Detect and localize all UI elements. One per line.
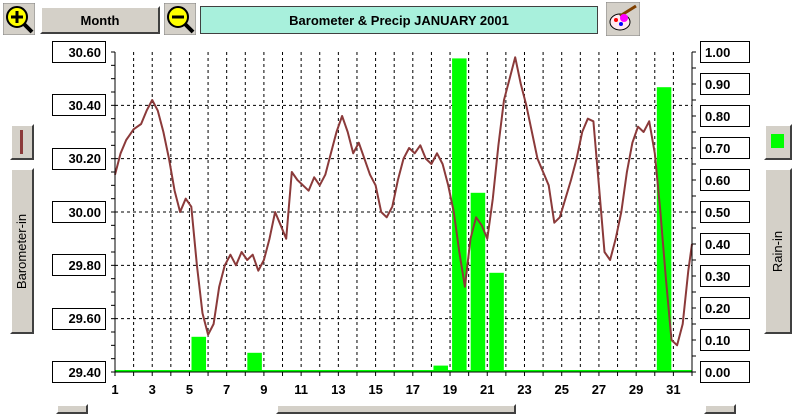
chart-grid <box>111 51 696 376</box>
barometer-tick-label: 29.80 <box>52 254 106 277</box>
day-tick-label: 23 <box>517 382 532 397</box>
barometer-series <box>114 56 693 347</box>
day-tick-label: 13 <box>331 382 346 397</box>
scroll-left-button[interactable] <box>56 404 88 414</box>
barometer-tick-label: 30.20 <box>52 147 106 170</box>
rain-tick-label: 0.50 <box>700 201 750 223</box>
zoom-out-button[interactable] <box>163 2 197 36</box>
barometer-line <box>114 56 693 347</box>
barometer-swatch <box>20 130 23 154</box>
day-tick-label: 29 <box>628 382 644 397</box>
day-tick-label: 25 <box>554 382 569 397</box>
rain-bar <box>489 272 504 372</box>
barometer-tick-label: 30.60 <box>52 41 106 63</box>
chart-frame <box>114 52 693 373</box>
rain-tick-label: 0.30 <box>700 265 750 287</box>
day-tick-label: 5 <box>185 382 194 397</box>
day-tick-label: 19 <box>442 382 458 397</box>
day-tick-label: 7 <box>223 382 231 397</box>
barometer-tick-label: 30.00 <box>52 201 106 223</box>
day-tick-label: 3 <box>148 382 156 397</box>
barometer-axis-button[interactable]: Barometer-in <box>10 168 34 334</box>
rain-bar <box>191 336 207 372</box>
rain-tick-label: 0.40 <box>700 233 750 255</box>
rain-bar <box>656 87 672 372</box>
zoom-in-button[interactable] <box>2 2 36 36</box>
rain-bar <box>433 365 448 372</box>
paint-button[interactable] <box>605 1 641 37</box>
day-tick-label: 15 <box>368 382 383 397</box>
rain-tick-label: 0.60 <box>700 169 750 191</box>
rain-tick-label: 0.80 <box>700 105 750 127</box>
rain-tick-label: 0.00 <box>700 361 750 383</box>
rain-axis-label: Rain-in <box>770 230 786 272</box>
scroll-thumb[interactable] <box>276 404 516 414</box>
barometer-tick-label: 29.60 <box>52 307 106 330</box>
rain-tick-label: 0.90 <box>700 73 750 95</box>
rain-swatch <box>771 134 784 148</box>
rain-tick-label: 0.20 <box>700 297 750 319</box>
chart-title: Barometer & Precip JANUARY 2001 <box>200 6 598 34</box>
period-button[interactable]: Month <box>40 6 160 34</box>
barometer-color-button[interactable] <box>10 124 34 160</box>
zoom-out-icon <box>163 2 197 36</box>
rain-bar <box>452 58 467 373</box>
rain-tick-label: 0.70 <box>700 137 750 159</box>
barometer-tick-label: 29.40 <box>52 361 106 383</box>
rain-axis-button[interactable]: Rain-in <box>764 168 792 334</box>
rain-tick-label: 1.00 <box>700 41 750 63</box>
rain-bars <box>115 58 692 373</box>
barometer-tick-label: 30.40 <box>52 94 106 117</box>
barometer-axis-label: Barometer-in <box>14 213 30 289</box>
day-tick-label: 9 <box>260 382 268 397</box>
rain-tick-label: 0.10 <box>700 329 750 351</box>
day-tick-label: 27 <box>591 382 607 397</box>
day-tick-label: 17 <box>405 382 421 397</box>
day-tick-label: 31 <box>666 382 681 397</box>
day-tick-label: 1 <box>111 382 119 397</box>
zoom-in-icon <box>2 2 36 36</box>
rain-bar <box>247 352 262 372</box>
scroll-right-button[interactable] <box>704 404 736 414</box>
rain-bar <box>470 192 486 372</box>
rain-color-button[interactable] <box>764 124 792 160</box>
paint-brush-icon <box>605 1 641 37</box>
day-tick-label: 11 <box>294 382 308 397</box>
day-tick-label: 21 <box>480 382 495 397</box>
